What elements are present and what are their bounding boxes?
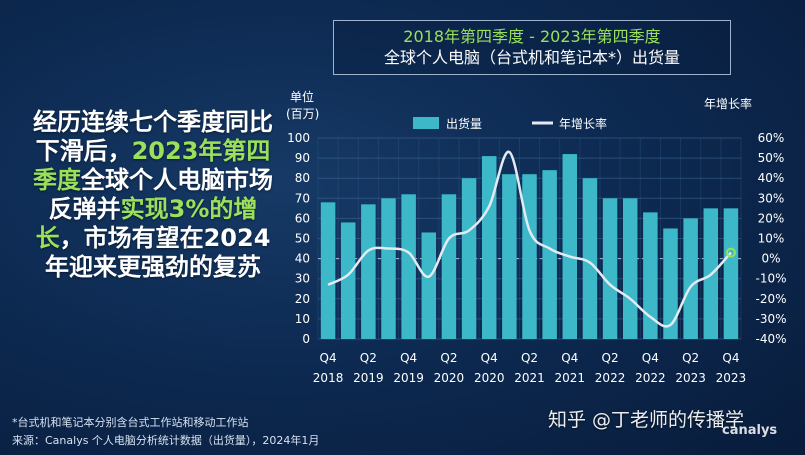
footnote-source: 来源：Canalys 个人电脑分析统计数据（出货量），2024年1月	[12, 434, 320, 447]
x-tick-quarter: Q4	[642, 351, 659, 365]
right-tick-label: 60%	[758, 131, 785, 145]
x-tick-year: 2022	[635, 371, 666, 385]
chart-title-period: 2018年第四季度 - 2023年第四季度	[403, 27, 661, 46]
shipment-bar	[643, 212, 658, 339]
x-tick-quarter: Q4	[561, 351, 578, 365]
shipment-bar	[663, 228, 678, 339]
latest-growth-point	[725, 247, 736, 258]
shipment-bar	[502, 174, 517, 339]
x-tick-quarter: Q2	[360, 351, 377, 365]
shipment-bar	[461, 178, 477, 339]
shipment-bar	[381, 198, 396, 339]
x-tick-year: 2018	[313, 371, 344, 385]
right-tick-label: -10%	[755, 272, 786, 286]
left-tick-label: 60	[295, 211, 310, 225]
right-tick-label: -40%	[755, 332, 786, 346]
x-tick-quarter: Q2	[682, 351, 699, 365]
x-tick-year: 2021	[555, 371, 586, 385]
x-tick-quarter: Q4	[722, 351, 739, 365]
x-tick-quarter: Q2	[440, 351, 457, 365]
left-tick-label: 0	[302, 332, 310, 346]
shipment-bar	[361, 204, 376, 339]
shipment-bar	[421, 232, 437, 339]
shipment-bar	[522, 174, 537, 339]
growth-rate-line	[327, 150, 732, 328]
headline-highlight-period: 2023年第四季度	[33, 137, 271, 194]
left-tick-label: 70	[295, 191, 310, 205]
right-axis-label: 年增长率	[704, 96, 752, 111]
left-tick-label: 10	[295, 312, 310, 326]
shipment-bar	[683, 218, 698, 339]
left-tick-label: 20	[295, 292, 310, 306]
shipment-bar	[622, 198, 638, 339]
shipment-bar	[340, 222, 356, 339]
right-tick-label: 10%	[758, 232, 785, 246]
shipment-bars	[320, 154, 739, 339]
right-tick-label: -20%	[755, 292, 786, 306]
growth-line	[327, 150, 736, 328]
legend-bar-swatch	[413, 117, 439, 129]
left-tick-label: 90	[295, 151, 310, 165]
left-tick-label: 80	[295, 171, 310, 185]
shipment-bar	[320, 202, 336, 339]
right-tick-label: -30%	[755, 312, 786, 326]
x-tick-quarter: Q4	[481, 351, 498, 365]
headline-part3: 全球个人电脑市场反弹并	[48, 166, 273, 223]
x-tick-year: 2022	[595, 371, 626, 385]
left-tick-label: 40	[295, 252, 310, 266]
legend: 出货量 年增长率	[413, 116, 607, 131]
chart-title-subject: 全球个人电脑（台式机和笔记本*）出货量	[383, 48, 680, 67]
headline-part1: 经历连续七个季度同比下滑后，	[33, 108, 273, 165]
shipment-bar	[481, 156, 497, 339]
right-tick-label: 30%	[758, 191, 785, 205]
footnote-note: *台式机和笔记本分别含台式工作站和移动工作站	[12, 416, 249, 429]
headline-highlight-growth: 实现3%的增长	[35, 195, 258, 252]
shipment-bar	[401, 194, 416, 339]
left-axis-ticks: 0 10 20 30 40 50 60 70 80 90 100	[287, 131, 310, 346]
legend-line-label: 年增长率	[559, 116, 607, 131]
shipment-bar	[582, 178, 598, 339]
left-tick-label: 30	[295, 272, 310, 286]
shipment-bar	[441, 194, 457, 339]
legend-bar-label: 出货量	[446, 116, 482, 131]
right-axis-ticks: -40% -30% -20% -10% 0% 10% 20% 30% 40% 50% 60%	[755, 131, 786, 346]
left-tick-label: 50	[295, 232, 310, 246]
right-tick-label: 0%	[761, 252, 780, 266]
x-axis-ticks: Q4 2018 Q2 2019 Q4 2019 Q2 2020 Q4 2020 Q2 2021 Q4 20…	[313, 351, 746, 385]
x-tick-quarter: Q4	[320, 351, 337, 365]
x-tick-year: 2020	[474, 371, 505, 385]
headline-part5: ，市场有望在2024年迎来更强劲的复苏	[45, 224, 271, 281]
x-tick-quarter: Q2	[602, 351, 619, 365]
shipment-bar	[562, 154, 578, 339]
x-tick-year: 2019	[353, 371, 384, 385]
left-axis-unit-line2: (百万)	[286, 107, 319, 121]
shipment-bar	[542, 170, 557, 339]
right-tick-label: 50%	[758, 151, 785, 165]
shipment-bar	[602, 198, 618, 339]
watermark: 知乎 @丁老师的传播学	[548, 409, 745, 431]
x-tick-year: 2023	[716, 371, 747, 385]
right-tick-label: 20%	[758, 211, 785, 225]
shipment-bar	[723, 208, 739, 339]
left-tick-label: 100	[287, 131, 310, 145]
headline-text: 经历连续七个季度同比下滑后，2023年第四季度全球个人电脑市场反弹并实现3%的增…	[28, 108, 278, 282]
chart-title-box: 2018年第四季度 - 2023年第四季度 全球个人电脑（台式机和笔记本*）出货…	[333, 20, 731, 75]
left-axis-unit-line1: 单位	[290, 89, 314, 104]
x-tick-quarter: Q2	[521, 351, 538, 365]
x-tick-year: 2021	[514, 371, 545, 385]
x-tick-year: 2019	[393, 371, 424, 385]
x-tick-year: 2020	[434, 371, 465, 385]
x-tick-year: 2023	[675, 371, 706, 385]
right-tick-label: 40%	[758, 171, 785, 185]
x-tick-quarter: Q4	[400, 351, 417, 365]
brand-logo: canalys	[722, 423, 778, 438]
